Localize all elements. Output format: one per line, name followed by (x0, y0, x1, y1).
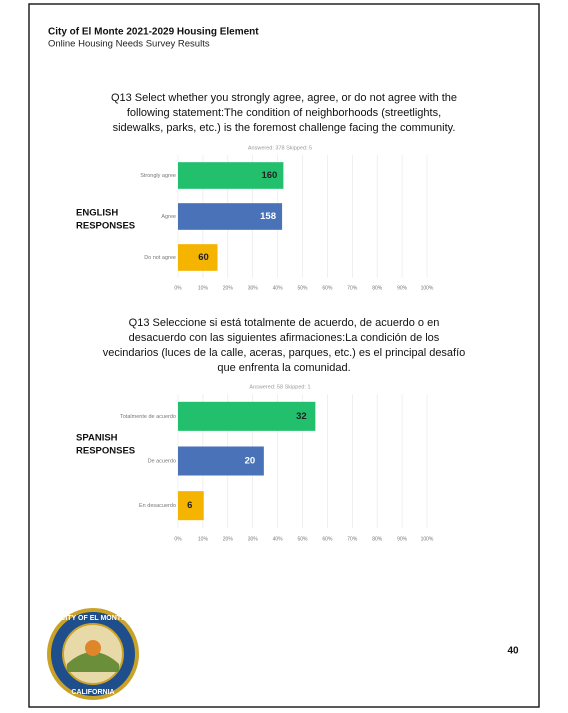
x-tick-label: 10% (198, 536, 209, 542)
seal: CITY OF EL MONTE CALIFORNIA (47, 608, 139, 700)
question-title: Q13 Select whether you strongly agree, a… (111, 92, 457, 104)
response-label: ENGLISH (76, 208, 118, 219)
bar (178, 491, 204, 521)
x-tick-label: 0% (174, 285, 182, 291)
category-label: Do not agree (144, 255, 176, 261)
response-label: RESPONSES (76, 446, 135, 457)
answered-skipped: Answered: 58 Skipped: 1 (249, 384, 310, 390)
bar (178, 203, 283, 230)
category-label: De acuerdo (148, 458, 176, 464)
x-tick-label: 60% (322, 285, 333, 291)
count-label: 160 (261, 170, 277, 181)
bar (178, 162, 284, 189)
x-tick-label: 20% (223, 536, 234, 542)
x-tick-label: 10% (198, 285, 209, 291)
response-label: RESPONSES (76, 221, 135, 232)
x-tick-label: 30% (248, 285, 259, 291)
x-tick-label: 70% (347, 285, 358, 291)
x-tick-label: 50% (297, 285, 308, 291)
category-label: Strongly agree (140, 173, 176, 179)
x-tick-label: 90% (397, 285, 408, 291)
header-subtitle: Online Housing Needs Survey Results (48, 39, 210, 50)
x-tick-label: 100% (421, 536, 434, 542)
category-label: Agree (161, 214, 176, 220)
x-tick-label: 40% (273, 285, 284, 291)
question-title: que enfrenta la comunidad. (217, 362, 350, 374)
x-tick-label: 20% (223, 285, 234, 291)
x-tick-label: 80% (372, 536, 383, 542)
seal-top-text: CITY OF EL MONTE (60, 615, 126, 622)
seal-sun (85, 640, 101, 656)
question-title: following statement:The condition of nei… (127, 107, 441, 119)
question-title: vecindarios (luces de la calle, aceras, … (103, 347, 466, 359)
category-label: Totalmente de acuerdo (120, 414, 176, 420)
x-tick-label: 40% (273, 536, 284, 542)
x-tick-label: 70% (347, 536, 358, 542)
count-label: 6 (187, 500, 192, 511)
seal-bottom-text: CALIFORNIA (71, 689, 114, 696)
category-label: En desacuerdo (139, 503, 176, 509)
x-tick-label: 0% (174, 536, 182, 542)
x-tick-label: 80% (372, 285, 383, 291)
count-label: 158 (260, 211, 276, 222)
x-tick-label: 60% (322, 536, 333, 542)
question-title: Q13 Seleccione si está totalmente de acu… (129, 317, 440, 329)
count-label: 32 (296, 411, 307, 422)
x-tick-label: 100% (421, 285, 434, 291)
seal-hills (67, 652, 119, 672)
count-label: 60 (198, 252, 209, 263)
page-border (28, 3, 540, 708)
page-number: 40 (507, 646, 519, 657)
bar (178, 401, 316, 431)
x-tick-label: 30% (248, 536, 259, 542)
count-label: 20 (245, 456, 256, 467)
answered-skipped: Answered: 378 Skipped: 5 (248, 145, 312, 151)
question-title: desacuerdo con las siguientes afirmacion… (129, 332, 440, 344)
question-title: sidewalks, parks, etc.) is the foremost … (113, 122, 456, 134)
x-tick-label: 90% (397, 536, 408, 542)
bar (178, 446, 264, 476)
bar (178, 244, 218, 271)
x-tick-label: 50% (297, 536, 308, 542)
response-label: SPANISH (76, 433, 118, 444)
header-title: City of El Monte 2021-2029 Housing Eleme… (48, 27, 259, 38)
